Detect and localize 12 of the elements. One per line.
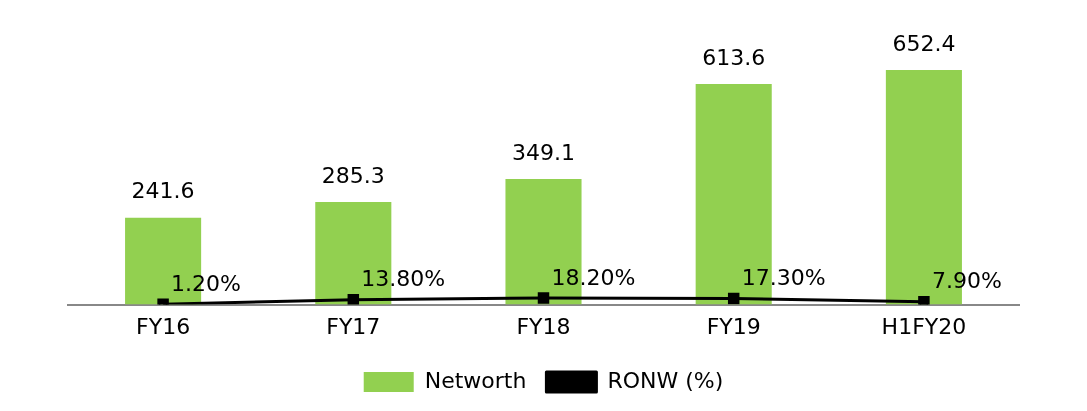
x-tick-label: FY18: [516, 313, 571, 339]
legend-label: Networth: [424, 367, 527, 393]
data-label: 613.6: [702, 44, 766, 70]
data-label: 285.3: [321, 162, 385, 188]
x-tick-label: H1FY20: [881, 313, 967, 339]
data-label: 349.1: [512, 139, 575, 165]
data-label: 652.4: [892, 30, 956, 56]
x-tick-label: FY17: [326, 313, 381, 339]
x-tick-label: FY16: [136, 313, 191, 339]
x-tick-label: FY19: [706, 313, 761, 339]
data-label: 241.6: [131, 178, 195, 204]
legend-label: RONW (%): [607, 367, 724, 393]
